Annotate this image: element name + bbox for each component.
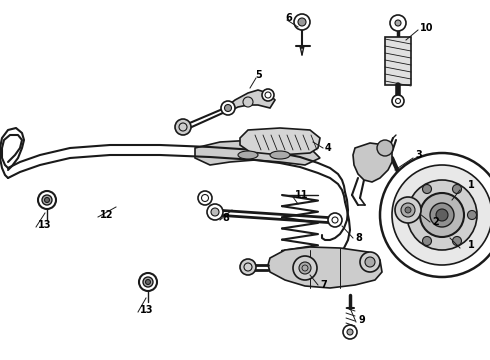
- Circle shape: [240, 259, 256, 275]
- Circle shape: [221, 101, 235, 115]
- Circle shape: [392, 95, 404, 107]
- Ellipse shape: [270, 151, 290, 159]
- Circle shape: [42, 195, 52, 205]
- Circle shape: [395, 197, 421, 223]
- Circle shape: [45, 198, 49, 202]
- Circle shape: [360, 252, 380, 272]
- Circle shape: [380, 153, 490, 277]
- Circle shape: [243, 97, 253, 107]
- Circle shape: [392, 165, 490, 265]
- Circle shape: [407, 180, 477, 250]
- Text: 5: 5: [255, 70, 262, 80]
- Text: 13: 13: [38, 220, 51, 230]
- Text: 2: 2: [432, 217, 439, 227]
- Polygon shape: [268, 247, 382, 288]
- Text: 10: 10: [420, 23, 434, 33]
- Text: 12: 12: [100, 210, 114, 220]
- Circle shape: [139, 273, 157, 291]
- Circle shape: [328, 213, 342, 227]
- Circle shape: [390, 15, 406, 31]
- Circle shape: [365, 257, 375, 267]
- Circle shape: [198, 191, 212, 205]
- Polygon shape: [195, 140, 320, 165]
- Circle shape: [377, 140, 393, 156]
- Text: 9: 9: [358, 315, 365, 325]
- Circle shape: [420, 193, 464, 237]
- Circle shape: [207, 204, 223, 220]
- Circle shape: [436, 209, 448, 221]
- Circle shape: [293, 256, 317, 280]
- Text: 11: 11: [295, 190, 309, 200]
- Circle shape: [343, 325, 357, 339]
- Circle shape: [146, 279, 150, 284]
- Circle shape: [452, 237, 462, 246]
- Circle shape: [294, 14, 310, 30]
- Circle shape: [298, 18, 306, 26]
- Polygon shape: [240, 128, 320, 155]
- Circle shape: [38, 191, 56, 209]
- Text: 4: 4: [325, 143, 332, 153]
- Circle shape: [452, 185, 462, 194]
- Circle shape: [408, 211, 416, 220]
- Polygon shape: [225, 90, 275, 112]
- Circle shape: [175, 119, 191, 135]
- Circle shape: [262, 89, 274, 101]
- Circle shape: [143, 277, 153, 287]
- Text: 3: 3: [415, 150, 422, 160]
- Circle shape: [347, 329, 353, 335]
- Text: 7: 7: [320, 280, 327, 290]
- Text: 13: 13: [140, 305, 153, 315]
- Ellipse shape: [238, 151, 258, 159]
- Bar: [385, 37, 411, 85]
- Text: 6: 6: [285, 13, 292, 23]
- Circle shape: [467, 211, 476, 220]
- Polygon shape: [353, 143, 392, 182]
- Circle shape: [224, 104, 231, 112]
- Circle shape: [401, 203, 415, 217]
- Circle shape: [395, 20, 401, 26]
- Circle shape: [405, 207, 411, 213]
- Text: 8: 8: [222, 213, 229, 223]
- Circle shape: [422, 237, 432, 246]
- Text: 1: 1: [468, 240, 475, 250]
- Circle shape: [299, 262, 311, 274]
- Circle shape: [211, 208, 219, 216]
- Text: 8: 8: [355, 233, 362, 243]
- Circle shape: [422, 185, 432, 194]
- Text: 1: 1: [468, 180, 475, 190]
- Circle shape: [430, 203, 454, 227]
